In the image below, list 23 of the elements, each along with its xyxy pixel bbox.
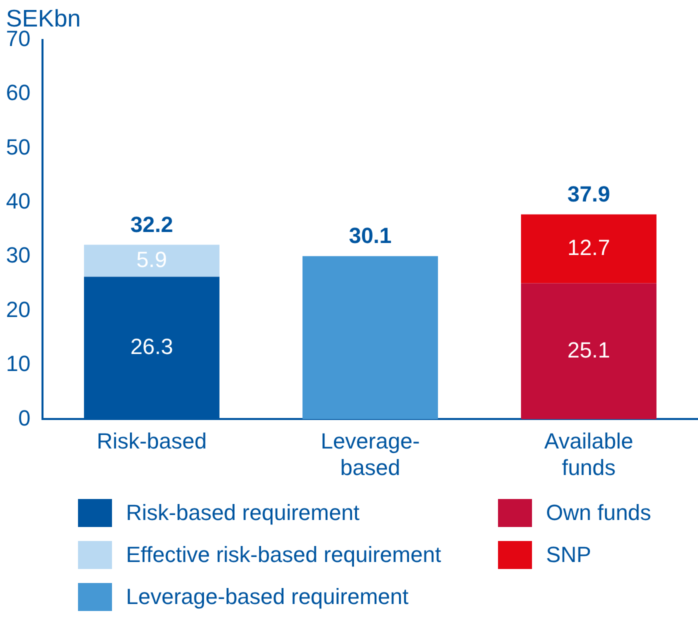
data-label: 12.7: [567, 234, 610, 260]
y-tick-label: 20: [6, 296, 30, 322]
y-tick-label: 30: [6, 242, 30, 268]
data-label: 5.9: [136, 246, 168, 272]
total-label: 32.2: [130, 212, 174, 237]
y-tick-label: 40: [6, 188, 30, 214]
x-tick-label: Risk-based: [96, 428, 207, 454]
legend-label: Leverage-based requirement: [126, 584, 409, 610]
y-tick-label: 70: [6, 26, 30, 52]
y-tick-label: 10: [6, 351, 30, 376]
legend-label: Own funds: [546, 500, 652, 526]
data-label: 25.1: [567, 337, 610, 362]
total-label: 37.9: [567, 181, 610, 206]
legend-label: Effective risk-based requirement: [126, 542, 442, 568]
y-tick-label: 50: [6, 134, 30, 160]
y-tick-label: 0: [18, 405, 30, 430]
y-tick-label: 60: [6, 80, 30, 106]
x-tick-label: Leverage-based: [320, 428, 420, 480]
total-label: 30.1: [348, 223, 392, 248]
data-label: 26.3: [130, 334, 174, 360]
legend-label: SNP: [546, 542, 592, 568]
legend-label: Risk-based requirement: [126, 500, 360, 526]
x-tick-label: Available funds: [544, 428, 634, 480]
